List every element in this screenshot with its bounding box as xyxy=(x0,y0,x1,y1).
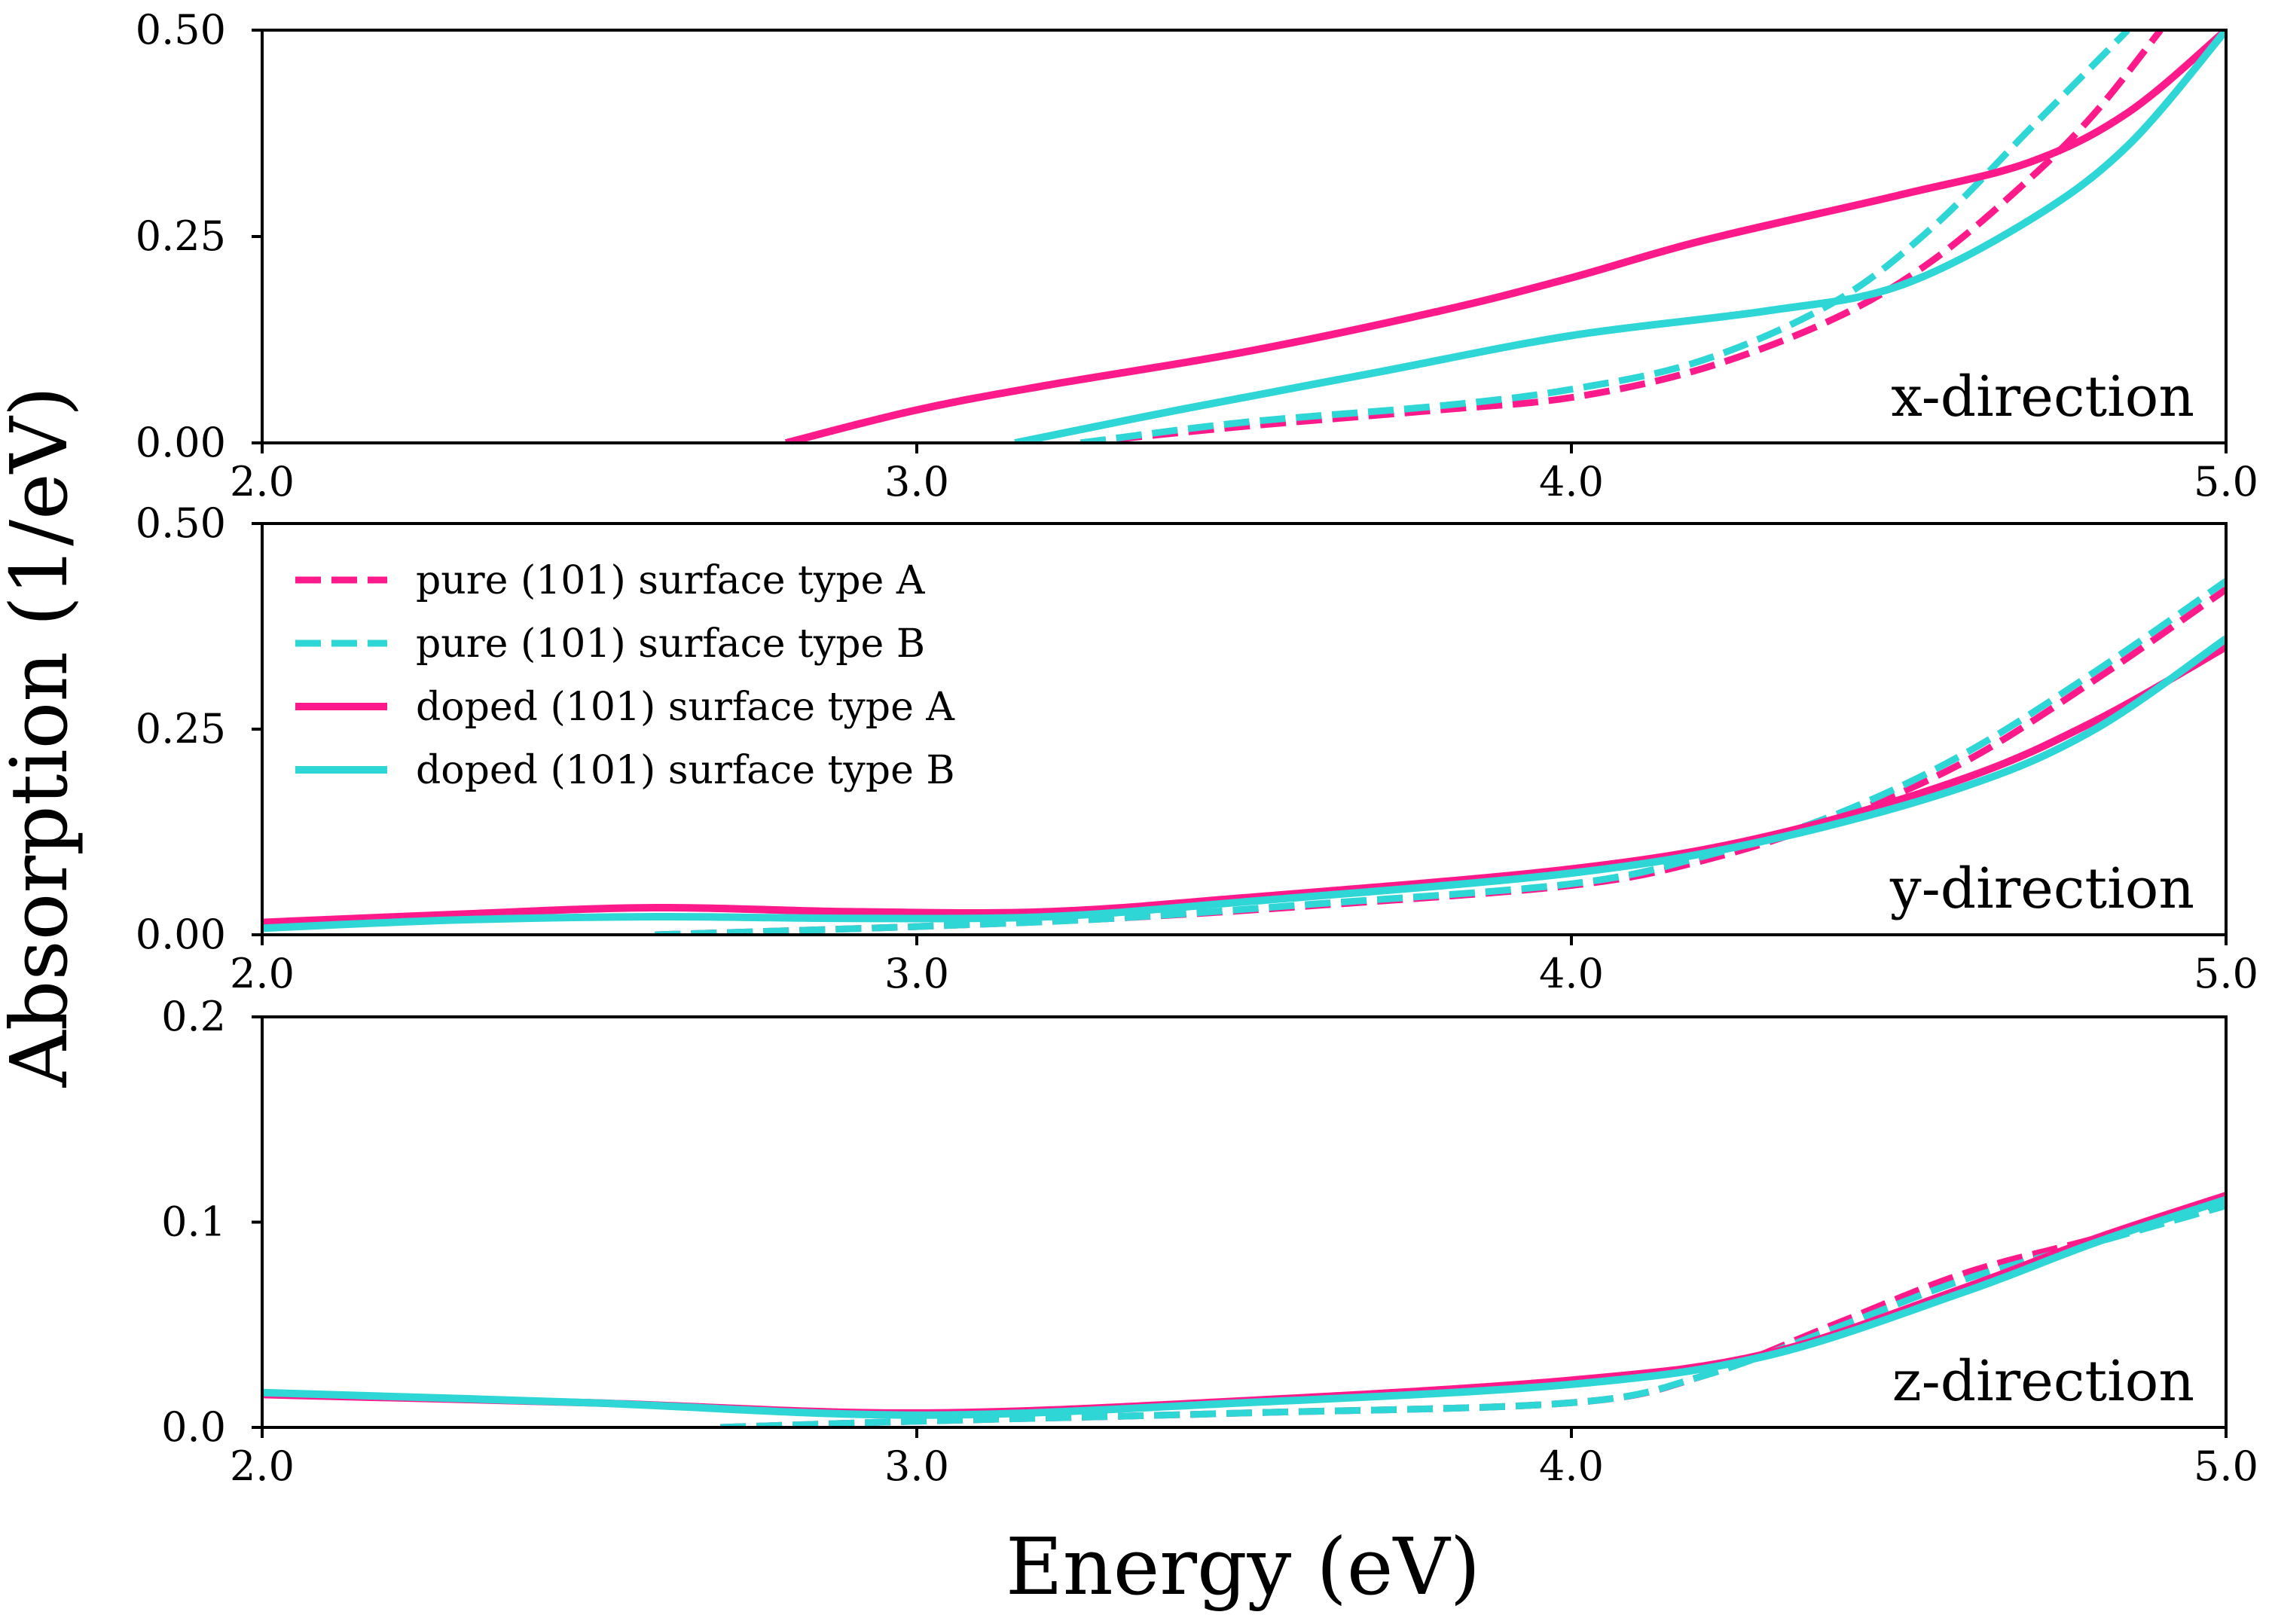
x-tick-label: 5.0 xyxy=(2194,1442,2258,1490)
series-line-x-doped-101-surface-type-a xyxy=(784,30,2226,443)
legend-item: pure (101) surface type B xyxy=(295,621,925,667)
panel-annotation-z: z-direction xyxy=(1892,1349,2194,1414)
y-tick-label: 0.00 xyxy=(136,419,226,466)
series-line-y-pure-101-surface-type-b xyxy=(655,578,2226,935)
legend: pure (101) surface type A pure (101) surf… xyxy=(295,558,955,793)
x-tick-label: 4.0 xyxy=(1539,458,1604,505)
series-line-x-pure-101-surface-type-a xyxy=(1080,30,2164,443)
series-line-z-pure-101-surface-type-b xyxy=(720,1202,2226,1427)
legend-label: pure (101) surface type A xyxy=(416,558,926,603)
panel-x: 2.0 3.0 4.0 5.0 0.00 0.25 0.50 x-direction xyxy=(136,6,2258,505)
y-tick-label: 0.2 xyxy=(161,993,226,1040)
x-tick-label: 2.0 xyxy=(230,950,295,997)
x-tick-label: 5.0 xyxy=(2194,950,2258,997)
y-tick-label: 0.1 xyxy=(161,1198,226,1246)
x-tick-label: 2.0 xyxy=(230,1442,295,1490)
series-line-y-doped-101-surface-type-a xyxy=(262,643,2226,926)
x-tick-label: 3.0 xyxy=(884,1442,949,1490)
x-tick-label: 3.0 xyxy=(884,950,949,997)
y-axis-label: Absorption (1/eV) xyxy=(0,386,85,1088)
panel-z: 2.0 3.0 4.0 5.0 0.0 0.1 0.2 z-direction xyxy=(161,993,2258,1490)
legend-item: pure (101) surface type A xyxy=(295,558,926,603)
legend-label: doped (101) surface type B xyxy=(416,748,955,793)
panel-annotation-y: y-direction xyxy=(1889,856,2194,921)
y-tick-label: 0.25 xyxy=(136,212,226,260)
x-tick-label: 5.0 xyxy=(2194,458,2258,505)
y-tick-label: 0.0 xyxy=(161,1403,226,1451)
x-axis-label: Energy (eV) xyxy=(1006,1521,1480,1613)
series-line-x-pure-101-surface-type-b xyxy=(1080,30,2130,443)
panel-y: 2.0 3.0 4.0 5.0 0.00 0.25 0.50 y-direction xyxy=(136,499,2258,997)
series-line-x-doped-101-surface-type-b xyxy=(1014,30,2226,443)
panel-annotation-x: x-direction xyxy=(1891,365,2194,429)
legend-label: doped (101) surface type A xyxy=(416,685,955,730)
x-tick-label: 3.0 xyxy=(884,458,949,505)
legend-item: doped (101) surface type B xyxy=(295,748,955,793)
legend-item: doped (101) surface type A xyxy=(295,685,955,730)
y-tick-label: 0.50 xyxy=(136,6,226,53)
x-tick-label: 4.0 xyxy=(1539,950,1604,997)
y-tick-label: 0.00 xyxy=(136,911,226,958)
series-line-z-doped-101-surface-type-b xyxy=(262,1195,2226,1419)
legend-label: pure (101) surface type B xyxy=(416,621,925,667)
x-tick-label: 2.0 xyxy=(230,458,295,505)
x-tick-label: 4.0 xyxy=(1539,1442,1604,1490)
y-tick-label: 0.25 xyxy=(136,705,226,752)
y-tick-label: 0.50 xyxy=(136,499,226,547)
series-line-y-doped-101-surface-type-b xyxy=(262,635,2226,933)
